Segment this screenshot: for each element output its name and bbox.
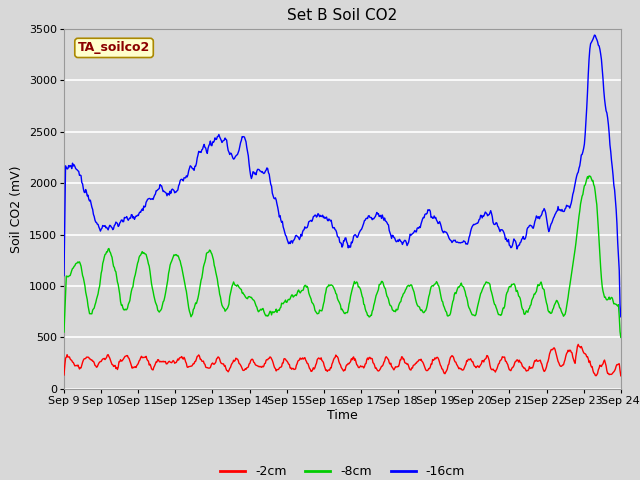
X-axis label: Time: Time bbox=[327, 408, 358, 421]
Title: Set B Soil CO2: Set B Soil CO2 bbox=[287, 9, 397, 24]
Y-axis label: Soil CO2 (mV): Soil CO2 (mV) bbox=[10, 165, 24, 252]
Text: TA_soilco2: TA_soilco2 bbox=[78, 41, 150, 54]
Legend: -2cm, -8cm, -16cm: -2cm, -8cm, -16cm bbox=[215, 460, 470, 480]
